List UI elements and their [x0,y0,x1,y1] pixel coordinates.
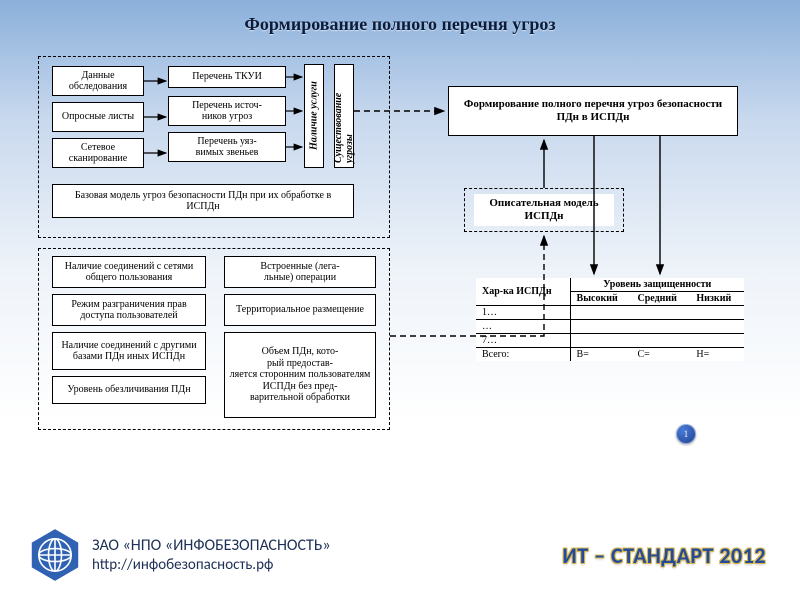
box-builtin-ops: Встроенные (лега- льные) операции [224,256,376,288]
footer: ЗАО «НПО «ИНФОБЕЗОПАСНОСТЬ» http://инфоб… [0,518,800,600]
box-pdn-volume: Объем ПДн, кото- рый предостав- ляется с… [224,332,376,418]
table-hdr-char: Хар-ка ИСПДн [476,278,570,306]
globe-logo-icon [28,528,82,582]
standard-label: ИТ – СТАНДАРТ 2012 [562,542,766,569]
diagram-canvas: Данные обследования Опросные листы Сетев… [38,56,768,496]
box-other-db: Наличие соединений с другими базами ПДн … [52,332,206,370]
box-access-mode: Режим разграничения прав доступа пользов… [52,294,206,326]
box-anon-level: Уровень обезличивания ПДн [52,376,206,404]
page-title: Формирование полного перечня угроз [0,0,800,35]
box-formation: Формирование полного перечня угроз безоп… [448,86,738,136]
table-row: 1… [476,306,744,320]
box-survey-data: Данные обследования [52,66,144,96]
table-row: … [476,320,744,334]
table-hdr-group: Уровень защищенности [570,278,744,292]
box-weak-links: Перечень уяз- вимых звеньев [168,132,286,162]
vlabel-service-presence: Наличие услуги [304,64,324,168]
box-network-scan: Сетевое сканирование [52,138,144,168]
table-col-high: Высокий [570,292,631,306]
box-questionnaires: Опросные листы [52,102,144,132]
org-name: ЗАО «НПО «ИНФОБЕЗОПАСНОСТЬ» [92,536,331,555]
protection-level-table: Хар-ка ИСПДн Уровень защищенности Высоки… [476,278,744,361]
box-base-model: Базовая модель угроз безопасности ПДн пр… [52,184,354,218]
org-url[interactable]: http://инфобезопасность.рф [92,556,331,574]
table-row-totals: Всего: B= C= H= [476,348,744,362]
table-col-mid: Средний [632,292,691,306]
box-public-net: Наличие соединений с сетями общего польз… [52,256,206,288]
box-tkui-list: Перечень ТКУИ [168,66,286,88]
vlabel-threat-existence: Существование угрозы [334,64,354,168]
box-territorial: Территориальное размещение [224,294,376,326]
page-number-badge: 1 [676,424,696,444]
table-col-low: Низкий [690,292,744,306]
table-row: 7… [476,334,744,348]
box-descriptive-model: Описательная модель ИСПДн [474,194,614,226]
box-threat-sources: Перечень источ- ников угроз [168,96,286,126]
